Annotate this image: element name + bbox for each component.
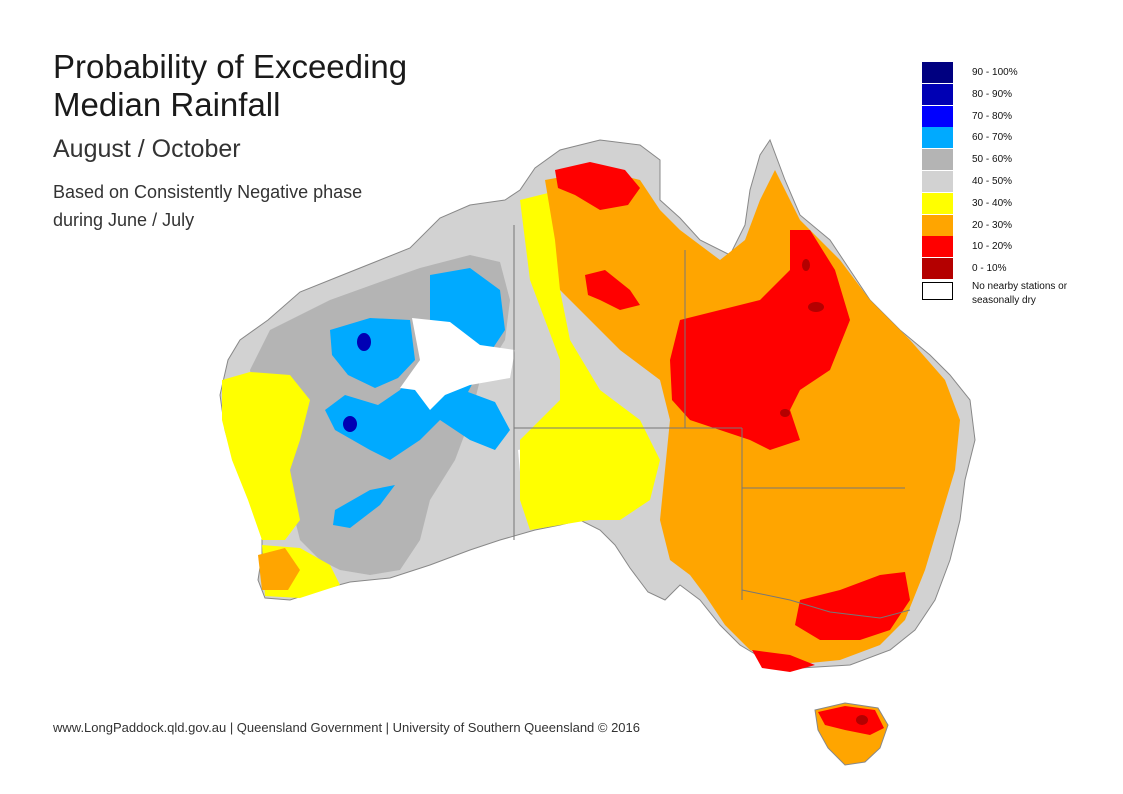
state-borders xyxy=(513,225,911,619)
legend-label: 50 - 60% xyxy=(972,154,1013,166)
legend-row-no-data: No nearby stations or seasonally dry xyxy=(922,280,1102,310)
title-line-2: Median Rainfall xyxy=(53,86,281,123)
legend-row: 90 - 100% xyxy=(922,62,1102,84)
region-10-20-victoria xyxy=(752,650,815,672)
legend-row: 70 - 80% xyxy=(922,105,1102,128)
legend-swatch xyxy=(922,192,953,214)
title-line-1: Probability of Exceeding xyxy=(53,48,408,85)
region-0-10-a xyxy=(802,259,810,271)
map-description: Based on Consistently Negative phase dur… xyxy=(53,178,362,234)
region-10-20-north xyxy=(555,162,640,210)
legend-row: 80 - 90% xyxy=(922,83,1102,106)
region-80-90-a xyxy=(357,333,371,351)
description-line-1: Based on Consistently Negative phase xyxy=(53,182,363,202)
legend-label: 0 - 10% xyxy=(972,263,1007,275)
region-60-70-a xyxy=(330,318,415,388)
legend-swatch xyxy=(922,258,953,280)
legend-row: 10 - 20% xyxy=(922,236,1102,258)
legend-row: 50 - 60% xyxy=(922,149,1102,171)
region-60-70-c xyxy=(333,485,395,528)
region-20-30-southwest xyxy=(258,548,300,590)
region-10-20-gulf xyxy=(585,270,640,310)
legend-row: 40 - 50% xyxy=(922,170,1102,193)
legend-label: 30 - 40% xyxy=(972,197,1013,209)
legend-label: 40 - 50% xyxy=(972,175,1013,187)
legend-row: 20 - 30% xyxy=(922,214,1102,237)
legend-swatch xyxy=(922,105,953,127)
legend-label: 80 - 90% xyxy=(972,88,1013,100)
region-10-20-qld xyxy=(670,230,850,450)
legend-row: 60 - 70% xyxy=(922,127,1102,149)
legend-label: 10 - 20% xyxy=(972,241,1013,253)
legend-swatch xyxy=(922,170,953,192)
legend-row: 30 - 40% xyxy=(922,192,1102,215)
legend-row: 0 - 10% xyxy=(922,258,1102,280)
legend-swatch-no-data xyxy=(922,281,953,300)
legend-swatch xyxy=(922,149,953,171)
footer-credits: www.LongPaddock.qld.gov.au | Queensland … xyxy=(53,720,640,735)
tasmania-red xyxy=(818,706,884,735)
region-80-90-b xyxy=(343,416,357,432)
legend-label: 70 - 80% xyxy=(972,110,1013,122)
legend-swatch xyxy=(922,214,953,236)
region-0-10-b xyxy=(808,302,824,312)
region-0-10-c xyxy=(780,409,790,417)
legend-label: 90 - 100% xyxy=(972,67,1018,78)
legend-label-no-data: No nearby stations or seasonally dry xyxy=(972,280,1068,306)
map-title: Probability of Exceeding Median Rainfall xyxy=(53,48,407,124)
tasmania-dark xyxy=(856,715,868,725)
description-line-2: during June / July xyxy=(53,210,195,230)
region-no-data xyxy=(400,318,515,410)
region-30-40-central xyxy=(520,190,660,530)
legend-swatch xyxy=(922,62,953,83)
legend-label: 60 - 70% xyxy=(972,132,1013,144)
legend: 90 - 100% 80 - 90% 70 - 80% 60 - 70% 50 … xyxy=(922,62,1102,310)
legend-swatch xyxy=(922,236,953,258)
map-subtitle: August / October xyxy=(53,135,241,163)
legend-swatch xyxy=(922,83,953,105)
region-30-40-west xyxy=(222,372,310,540)
region-10-20-southeast xyxy=(795,572,910,640)
legend-swatch xyxy=(922,127,953,149)
legend-label: 20 - 30% xyxy=(972,219,1013,231)
